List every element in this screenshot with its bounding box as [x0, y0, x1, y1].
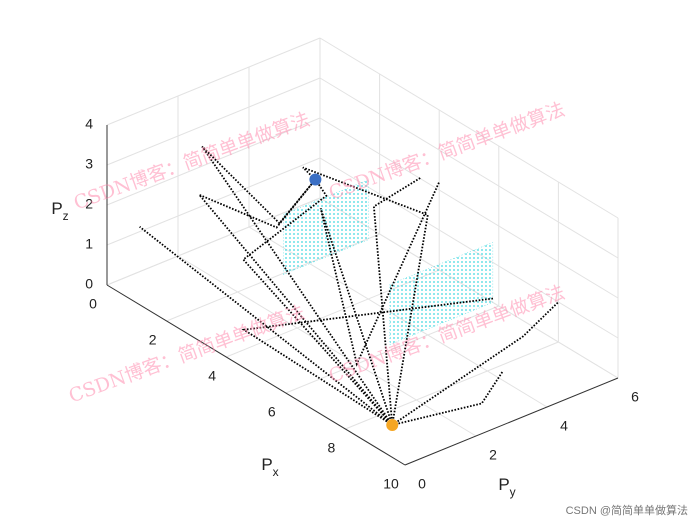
grid-line — [106, 197, 321, 286]
path-line — [372, 176, 422, 426]
x-tick-label: 8 — [328, 440, 336, 456]
point-marker — [386, 418, 399, 431]
path-line — [392, 371, 504, 426]
z-tick-label: 3 — [85, 156, 93, 172]
path-line — [241, 178, 393, 426]
z-tick-label: 0 — [85, 276, 93, 292]
y-tick-label: 0 — [418, 476, 426, 492]
y-axis — [404, 377, 619, 466]
axis-label: Px — [261, 455, 278, 479]
obstacle — [389, 242, 494, 345]
path-line — [319, 181, 441, 426]
credit: CSDN @简简单单做算法 — [566, 503, 688, 517]
grid-line — [319, 37, 619, 219]
path-line — [302, 166, 429, 426]
x-tick-label: 4 — [208, 368, 216, 384]
watermark: CSDN博客：简简单单做算法 — [66, 301, 308, 407]
path-line — [241, 297, 494, 426]
axis-label-sub: y — [510, 485, 516, 499]
path-line — [139, 226, 393, 426]
axis-label-sub: z — [63, 209, 69, 223]
axis-label-main: P — [261, 455, 272, 474]
grid-line — [319, 157, 619, 339]
x-tick-label: 0 — [89, 296, 97, 312]
path-line — [201, 145, 393, 426]
grid-line — [106, 77, 321, 166]
grid-line — [319, 117, 619, 299]
path-line — [391, 301, 560, 426]
grid-line — [106, 157, 321, 246]
axis-label-sub: x — [273, 465, 279, 479]
x-axis — [106, 284, 406, 466]
grid-line — [106, 117, 321, 206]
y-tick-label: 2 — [489, 447, 497, 463]
axis-label-main: P — [498, 475, 509, 494]
grid-line — [106, 37, 321, 126]
path-line — [198, 178, 393, 426]
z-tick-label: 1 — [85, 236, 93, 252]
point-marker — [309, 173, 322, 186]
y-tick-label: 6 — [631, 389, 639, 405]
z-tick-label: 4 — [85, 116, 93, 132]
y-tick-label: 4 — [560, 418, 568, 434]
axis-label-main: P — [51, 199, 62, 218]
axis-label: Py — [498, 475, 515, 499]
x-tick-label: 10 — [383, 476, 399, 492]
z-tick-label: 2 — [85, 196, 93, 212]
x-tick-label: 2 — [149, 332, 157, 348]
axis-label: Pz — [51, 199, 68, 223]
grid-line — [319, 77, 619, 259]
x-tick-label: 6 — [268, 404, 276, 420]
